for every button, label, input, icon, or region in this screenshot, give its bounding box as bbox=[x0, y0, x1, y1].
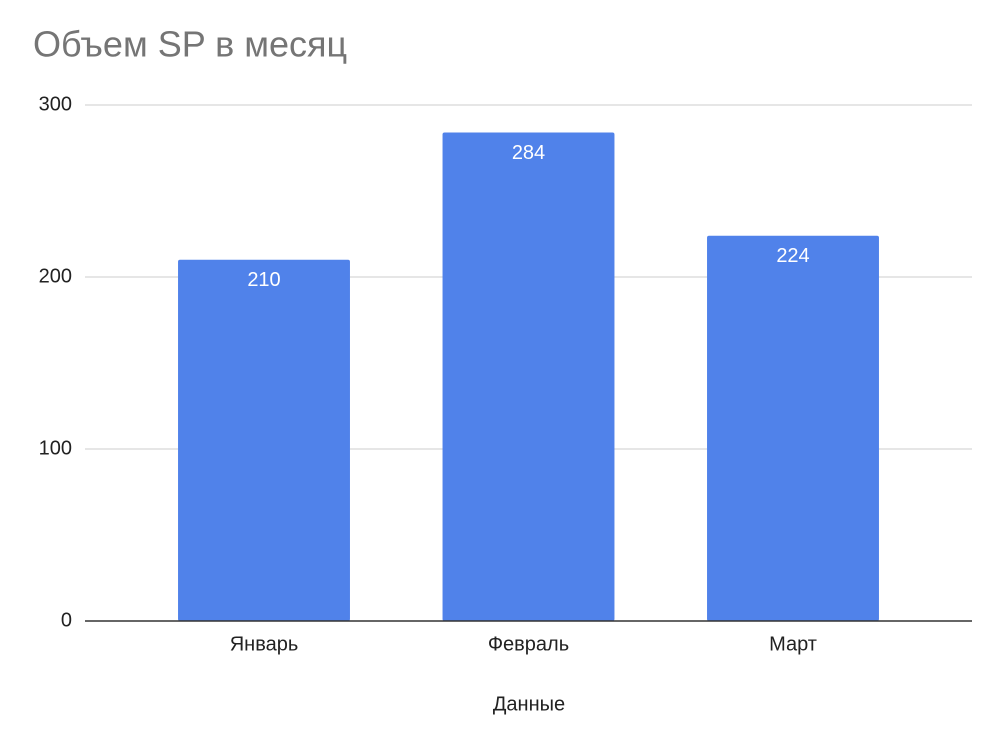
x-axis-title: Данные bbox=[493, 693, 565, 715]
y-tick-label: 300 bbox=[39, 93, 72, 115]
y-tick-label: 100 bbox=[39, 437, 72, 459]
x-tick-label: Март bbox=[769, 633, 817, 655]
bar bbox=[178, 259, 350, 621]
y-tick-label: 0 bbox=[61, 609, 72, 631]
value-label: 284 bbox=[512, 142, 545, 164]
x-tick-label: Февраль bbox=[488, 633, 569, 655]
bar bbox=[707, 235, 879, 621]
x-tick-label: Январь bbox=[230, 633, 299, 655]
chart-title: Объем SP в месяц bbox=[33, 24, 347, 65]
value-label: 224 bbox=[776, 245, 809, 267]
y-tick-label: 200 bbox=[39, 265, 72, 287]
value-label: 210 bbox=[247, 269, 280, 291]
bar bbox=[442, 132, 615, 621]
